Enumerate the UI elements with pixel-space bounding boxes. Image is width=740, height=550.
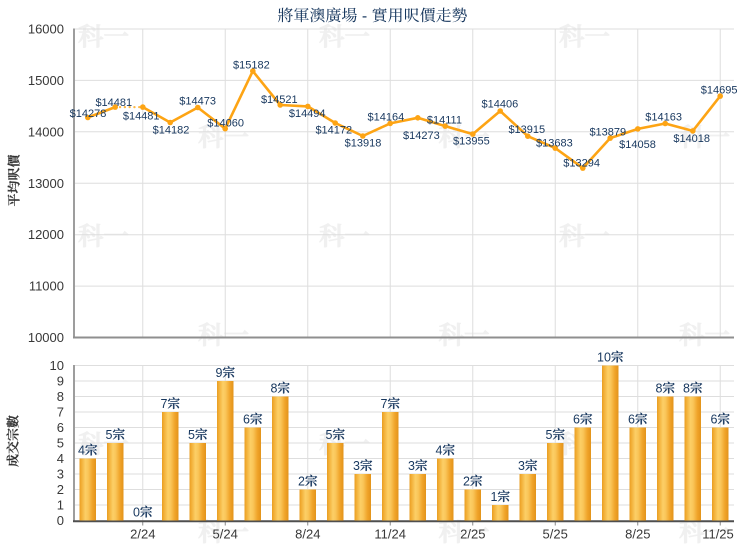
svg-text:$14111: $14111 xyxy=(427,114,462,126)
svg-text:15000: 15000 xyxy=(28,73,64,88)
svg-text:8: 8 xyxy=(271,381,278,395)
svg-text:1: 1 xyxy=(57,498,64,513)
svg-text:6: 6 xyxy=(57,420,64,435)
svg-text:1: 1 xyxy=(491,490,498,504)
svg-text:9: 9 xyxy=(57,374,64,389)
svg-text:4: 4 xyxy=(57,451,64,466)
svg-text:5/24: 5/24 xyxy=(213,526,238,541)
svg-text:$14018: $14018 xyxy=(673,133,710,145)
svg-text:$14164: $14164 xyxy=(368,112,405,124)
svg-text:$13879: $13879 xyxy=(589,126,626,138)
svg-text:$14172: $14172 xyxy=(315,125,352,137)
svg-text:$13915: $13915 xyxy=(508,124,545,136)
svg-text:$14521: $14521 xyxy=(261,94,298,106)
svg-text:$13294: $13294 xyxy=(563,157,600,169)
svg-text:0: 0 xyxy=(57,513,64,528)
svg-text:2: 2 xyxy=(298,474,305,488)
svg-text:-: - xyxy=(362,8,367,25)
svg-text:$14182: $14182 xyxy=(153,124,190,136)
svg-text:7: 7 xyxy=(57,405,64,420)
svg-text:2: 2 xyxy=(57,482,64,497)
svg-text:8: 8 xyxy=(683,381,690,395)
svg-text:2/24: 2/24 xyxy=(130,526,155,541)
svg-text:$14058: $14058 xyxy=(619,139,656,151)
svg-text:$14494: $14494 xyxy=(289,108,326,120)
svg-text:3: 3 xyxy=(518,459,525,473)
svg-text:$15182: $15182 xyxy=(233,59,270,71)
svg-text:11/24: 11/24 xyxy=(374,526,406,541)
svg-text:6: 6 xyxy=(628,412,635,426)
svg-text:4: 4 xyxy=(436,443,443,457)
svg-text:3: 3 xyxy=(57,467,64,482)
svg-text:$14163: $14163 xyxy=(645,111,682,123)
svg-text:5: 5 xyxy=(326,428,333,442)
svg-text:5/25: 5/25 xyxy=(543,526,568,541)
svg-text:$14695: $14695 xyxy=(701,84,738,96)
svg-text:5: 5 xyxy=(57,436,64,451)
svg-text:10000: 10000 xyxy=(28,330,64,345)
svg-text:$13955: $13955 xyxy=(453,135,490,147)
svg-text:$14278: $14278 xyxy=(70,108,107,120)
svg-text:3: 3 xyxy=(408,459,415,473)
svg-text:$13918: $13918 xyxy=(345,138,382,150)
svg-text:10: 10 xyxy=(597,350,611,364)
svg-text:8: 8 xyxy=(656,381,663,395)
svg-text:8/24: 8/24 xyxy=(295,526,320,541)
svg-text:6: 6 xyxy=(573,412,580,426)
svg-text:$13683: $13683 xyxy=(536,137,573,149)
svg-text:6: 6 xyxy=(243,412,250,426)
svg-text:5: 5 xyxy=(188,428,195,442)
svg-text:7: 7 xyxy=(381,397,388,411)
svg-text:$14060: $14060 xyxy=(207,117,244,129)
svg-text:8/25: 8/25 xyxy=(625,526,650,541)
svg-text:$14481: $14481 xyxy=(95,97,132,109)
svg-text:16000: 16000 xyxy=(28,22,64,37)
svg-text:5: 5 xyxy=(546,428,553,442)
svg-text:13000: 13000 xyxy=(28,176,64,191)
svg-text:$14406: $14406 xyxy=(482,99,519,111)
svg-text:9: 9 xyxy=(216,366,223,380)
svg-text:12000: 12000 xyxy=(28,227,64,242)
svg-text:4: 4 xyxy=(78,443,85,457)
svg-text:7: 7 xyxy=(161,397,168,411)
svg-text:2: 2 xyxy=(463,474,470,488)
svg-text:8: 8 xyxy=(57,389,64,404)
svg-text:3: 3 xyxy=(353,459,360,473)
svg-text:10: 10 xyxy=(50,358,64,373)
svg-text:$14473: $14473 xyxy=(179,96,216,108)
svg-text:2/25: 2/25 xyxy=(460,526,485,541)
svg-text:0: 0 xyxy=(133,505,140,519)
svg-text:11/25: 11/25 xyxy=(702,526,734,541)
svg-text:6: 6 xyxy=(711,412,718,426)
svg-text:11000: 11000 xyxy=(29,279,64,294)
svg-text:$14481: $14481 xyxy=(123,111,160,123)
svg-text:5: 5 xyxy=(106,428,113,442)
svg-text:14000: 14000 xyxy=(28,124,64,139)
svg-text:$14273: $14273 xyxy=(403,130,440,142)
